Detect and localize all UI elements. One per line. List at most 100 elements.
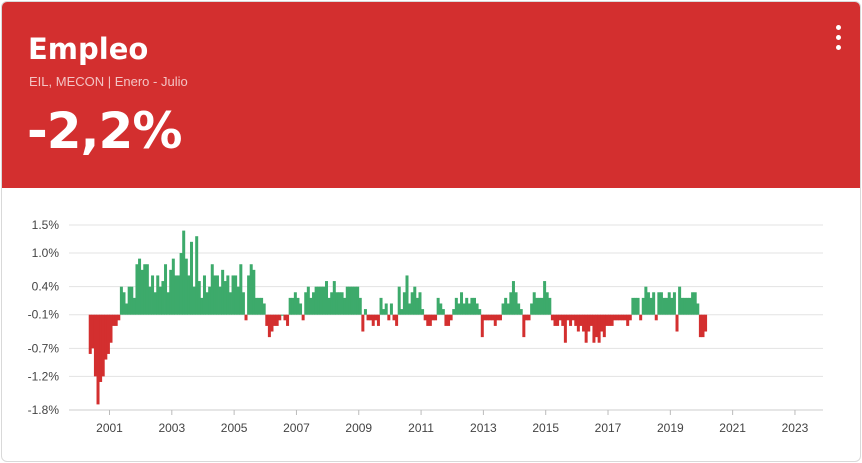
bar[interactable]	[574, 314, 578, 326]
bar[interactable]	[337, 292, 341, 315]
bar[interactable]	[605, 314, 609, 326]
bar[interactable]	[273, 314, 277, 326]
bar[interactable]	[330, 292, 334, 315]
bar[interactable]	[174, 275, 178, 315]
bar[interactable]	[223, 281, 227, 315]
bar[interactable]	[384, 303, 388, 315]
bar[interactable]	[410, 292, 414, 315]
bar[interactable]	[592, 314, 596, 343]
bar[interactable]	[608, 314, 612, 326]
bar[interactable]	[184, 258, 188, 315]
bar[interactable]	[423, 314, 427, 321]
bar[interactable]	[106, 314, 110, 354]
bar[interactable]	[350, 286, 354, 315]
bar[interactable]	[345, 286, 349, 315]
bar[interactable]	[286, 314, 290, 326]
bar[interactable]	[101, 314, 105, 377]
bar[interactable]	[122, 292, 126, 315]
bar[interactable]	[140, 269, 144, 315]
bar[interactable]	[504, 297, 508, 315]
bar[interactable]	[257, 297, 261, 315]
bar[interactable]	[221, 269, 225, 315]
bar[interactable]	[485, 314, 489, 321]
bar[interactable]	[623, 314, 627, 321]
bar[interactable]	[395, 314, 399, 326]
bar[interactable]	[130, 286, 134, 315]
bar[interactable]	[524, 314, 528, 321]
bar[interactable]	[376, 314, 380, 326]
bar[interactable]	[202, 275, 206, 315]
bar[interactable]	[685, 297, 689, 315]
bar[interactable]	[517, 303, 521, 315]
bar[interactable]	[672, 292, 676, 315]
bar[interactable]	[683, 297, 687, 315]
bar[interactable]	[498, 314, 502, 321]
bar[interactable]	[379, 297, 383, 315]
bar[interactable]	[132, 297, 136, 315]
bar[interactable]	[296, 297, 300, 315]
bar[interactable]	[545, 292, 549, 315]
bar[interactable]	[317, 286, 321, 315]
bar[interactable]	[439, 303, 443, 315]
bar[interactable]	[288, 297, 292, 315]
bar[interactable]	[293, 292, 297, 315]
bar[interactable]	[291, 297, 295, 315]
bar[interactable]	[475, 303, 479, 315]
bar[interactable]	[335, 292, 339, 315]
bar[interactable]	[119, 286, 123, 315]
bar[interactable]	[366, 314, 370, 321]
bar[interactable]	[639, 314, 643, 321]
bar[interactable]	[280, 314, 284, 316]
bar[interactable]	[182, 230, 186, 315]
bar[interactable]	[343, 297, 347, 315]
bar[interactable]	[480, 314, 484, 338]
bar[interactable]	[177, 275, 181, 315]
bar[interactable]	[428, 314, 432, 326]
bar[interactable]	[189, 241, 193, 315]
bar[interactable]	[496, 314, 500, 321]
bar[interactable]	[688, 297, 692, 315]
bar[interactable]	[161, 281, 165, 315]
bar[interactable]	[402, 292, 406, 315]
bar[interactable]	[667, 292, 671, 315]
bar[interactable]	[158, 286, 162, 315]
bar[interactable]	[696, 303, 700, 315]
bar[interactable]	[602, 314, 606, 338]
bar[interactable]	[374, 314, 378, 321]
bar[interactable]	[353, 286, 357, 315]
bar[interactable]	[270, 314, 274, 332]
bar[interactable]	[636, 297, 640, 315]
bar[interactable]	[348, 286, 352, 315]
bar[interactable]	[483, 314, 487, 321]
bar[interactable]	[561, 314, 565, 326]
bar[interactable]	[218, 286, 222, 315]
bar[interactable]	[312, 292, 316, 315]
bar[interactable]	[530, 303, 534, 315]
bar[interactable]	[299, 303, 303, 315]
bar[interactable]	[382, 309, 386, 315]
bar[interactable]	[200, 297, 204, 315]
bar[interactable]	[418, 292, 422, 315]
bar[interactable]	[252, 269, 256, 315]
bar[interactable]	[522, 314, 526, 338]
more-vertical-icon[interactable]	[830, 24, 846, 54]
bar[interactable]	[441, 309, 445, 315]
bar[interactable]	[145, 264, 149, 315]
bar[interactable]	[597, 314, 601, 343]
bar[interactable]	[166, 292, 170, 315]
bar[interactable]	[197, 281, 201, 315]
bar[interactable]	[389, 303, 393, 315]
bar[interactable]	[278, 314, 282, 321]
bar[interactable]	[96, 314, 100, 405]
bar[interactable]	[454, 297, 458, 315]
bar[interactable]	[488, 314, 492, 321]
bar[interactable]	[325, 281, 329, 315]
bar[interactable]	[579, 314, 583, 326]
bar[interactable]	[138, 258, 142, 315]
bar[interactable]	[514, 292, 518, 315]
bar[interactable]	[392, 314, 396, 321]
bar[interactable]	[164, 264, 168, 315]
bar[interactable]	[114, 314, 118, 326]
bar[interactable]	[431, 314, 435, 321]
bar[interactable]	[249, 264, 253, 315]
